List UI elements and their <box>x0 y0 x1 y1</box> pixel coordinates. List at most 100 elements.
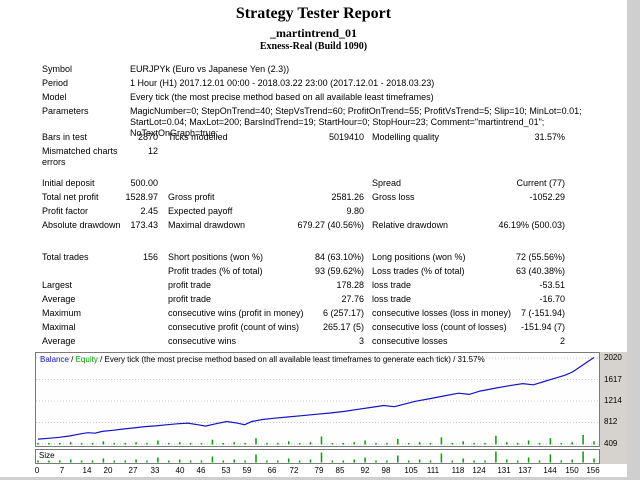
stat-cell-c6: Current (77) <box>516 178 565 188</box>
stat-cell-c3: Short positions (won %) <box>168 252 264 262</box>
stat-row: Total trades 156 Short positions (won %) 84… <box>0 252 627 266</box>
stat-row: Bars in test 2870 Ticks modelled 5019410 Mod… <box>0 132 627 146</box>
info-row: Symbol EURJPYk (Euro vs Japanese Yen (2.3… <box>0 64 627 78</box>
balance-curve-svg <box>36 357 599 445</box>
stat-row: Initial deposit 500.00 Spread Current (77) <box>0 178 627 192</box>
x-tick-label: 27 <box>128 466 138 475</box>
x-tick-label: 131 <box>497 466 511 475</box>
stat-cell-c6: 63 (40.38%) <box>515 266 565 276</box>
stat-cell-c3: Maximal drawdown <box>168 220 246 230</box>
x-tick-label: 98 <box>381 466 391 475</box>
info-row: Model Every tick (the most precise method… <box>0 92 627 106</box>
stat-row: Profit factor 2.45 Expected payoff 9.80 <box>0 206 627 220</box>
y-tick-label: 1214 <box>604 396 622 405</box>
stat-cell-c6: 7 (-151.94) <box>520 308 565 318</box>
x-tick-label: 66 <box>267 466 277 475</box>
stat-cell-c3: consecutive wins (profit in money) <box>168 308 304 318</box>
y-tick-label: 1617 <box>604 375 622 384</box>
x-tick-label: 53 <box>221 466 231 475</box>
stat-cell-c1: Average <box>42 336 76 346</box>
chart-legend-part: Balance <box>40 355 69 364</box>
y-tick-label: 2020 <box>604 353 622 362</box>
stat-row: Mismatched charts errors 12 <box>0 146 627 170</box>
stat-cell-c1: Absolute drawdown <box>42 220 121 230</box>
stat-cell-c6: 72 (55.56%) <box>515 252 565 262</box>
x-tick-label: 7 <box>59 466 65 475</box>
stat-cell-c2: 173.43 <box>130 220 158 230</box>
stat-cell-c4: 5019410 <box>328 132 364 142</box>
x-tick-label: 0 <box>34 466 40 475</box>
balance-line <box>37 357 595 440</box>
chart-legend-part: / Every tick (the most precise method ba… <box>97 355 485 364</box>
stat-cell-c4: 3 <box>358 336 364 346</box>
stat-cell-c2: 1528.97 <box>125 192 158 202</box>
stat-cell-c4: 265.17 (5) <box>322 322 364 332</box>
stat-cell-c5: loss trade <box>372 280 412 290</box>
ea-name: _martintrend_01 <box>269 26 358 40</box>
stat-cell-c4: 93 (59.62%) <box>314 266 364 276</box>
stat-cell-c6: 2 <box>559 336 565 346</box>
info-value: MagicNumber=0; StepOnTrend=40; StepVsTre… <box>130 106 582 138</box>
stat-cell-c6: -151.94 (7) <box>520 322 565 332</box>
stat-row: Largest profit trade 178.28 loss trade -53.5… <box>0 280 627 294</box>
stat-row: Average consecutive wins 3 consecutive loss… <box>0 336 627 350</box>
report-title: Strategy Tester Report <box>235 5 392 22</box>
stat-cell-c4: 27.76 <box>341 294 364 304</box>
size-label: Size <box>39 451 55 460</box>
chart-legend-part: Equity <box>75 355 98 364</box>
chart-y-axis: 409 812 1214 1617 2020 <box>600 352 627 464</box>
stat-cell-c3: Profit trades (% of total) <box>168 266 263 276</box>
stat-cell-c5: consecutive losses (loss in money) <box>372 308 512 318</box>
x-tick-label: 79 <box>314 466 324 475</box>
x-tick-label: 137 <box>518 466 532 475</box>
stat-cell-c5: consecutive losses <box>372 336 448 346</box>
stat-cell-c1: Maximal <box>42 322 76 332</box>
stat-cell-c2: 12 <box>147 146 158 156</box>
stat-cell-c3: consecutive wins <box>168 336 237 346</box>
stat-cell-c3: Expected payoff <box>168 206 233 216</box>
stat-cell-c1: Mismatched charts errors <box>42 146 118 167</box>
stat-cell-c1: Bars in test <box>42 132 88 142</box>
chart-legend-part: / <box>68 355 76 364</box>
stat-cell-c4: 178.28 <box>336 280 364 290</box>
y-tick-label: 812 <box>604 417 618 426</box>
stat-cell-c6: -53.51 <box>539 280 565 290</box>
x-tick-label: 144 <box>543 466 557 475</box>
stat-cell-c2: 500.00 <box>130 178 158 188</box>
stat-cell-c3: Gross profit <box>168 192 215 202</box>
size-pane: Size <box>35 449 600 464</box>
x-tick-label: 105 <box>404 466 418 475</box>
x-tick-label: 59 <box>242 466 252 475</box>
x-tick-label: 14 <box>82 466 92 475</box>
info-label: Symbol <box>42 64 73 74</box>
stat-cell-c5: loss trade <box>372 294 412 304</box>
x-tick-label: 72 <box>289 466 299 475</box>
stat-cell-c4: 6 (257.17) <box>322 308 364 318</box>
balance-chart: Balance / Equity / Every tick (the most … <box>35 352 627 478</box>
stat-cell-c5: Modelling quality <box>372 132 440 142</box>
x-tick-label: 124 <box>472 466 486 475</box>
stat-cell-c1: Average <box>42 294 76 304</box>
stat-cell-c3: profit trade <box>168 280 212 290</box>
stat-cell-c5: Relative drawdown <box>372 220 449 230</box>
x-tick-label: 40 <box>175 466 185 475</box>
stat-cell-c1: Total net profit <box>42 192 99 202</box>
x-tick-label: 156 <box>586 466 600 475</box>
stats-table: Bars in test 2870 Ticks modelled 5019410 Mod… <box>0 132 627 350</box>
x-tick-label: 33 <box>150 466 160 475</box>
info-row: Parameters MagicNumber=0; StepOnTrend=40;… <box>0 106 627 138</box>
info-label: Model <box>42 92 67 102</box>
stat-cell-c4: 84 (63.10%) <box>314 252 364 262</box>
stat-cell-c6: 46.19% (500.03) <box>498 220 565 230</box>
y-tick-label: 409 <box>604 439 618 448</box>
stat-cell-c5: Long positions (won %) <box>372 252 466 262</box>
stat-cell-c2: 2870 <box>137 132 158 142</box>
stat-cell-c5: Loss trades (% of total) <box>372 266 465 276</box>
stat-row: Maximal consecutive profit (count of wins… <box>0 322 627 336</box>
info-table: Symbol EURJPYk (Euro vs Japanese Yen (2.3… <box>0 64 627 138</box>
report-page: Strategy Tester Report _martintrend_01 E… <box>0 0 627 477</box>
chart-x-axis: 0 7 14 20 27 33 40 46 53 59 66 72 79 85 92 98 105 111 118 1… <box>35 466 600 478</box>
stat-cell-c1: Total trades <box>42 252 89 262</box>
stat-row: Average profit trade 27.76 loss trade -16.70 <box>0 294 627 308</box>
info-row: Period 1 Hour (H1) 2017.12.01 00:00 - 201… <box>0 78 627 92</box>
